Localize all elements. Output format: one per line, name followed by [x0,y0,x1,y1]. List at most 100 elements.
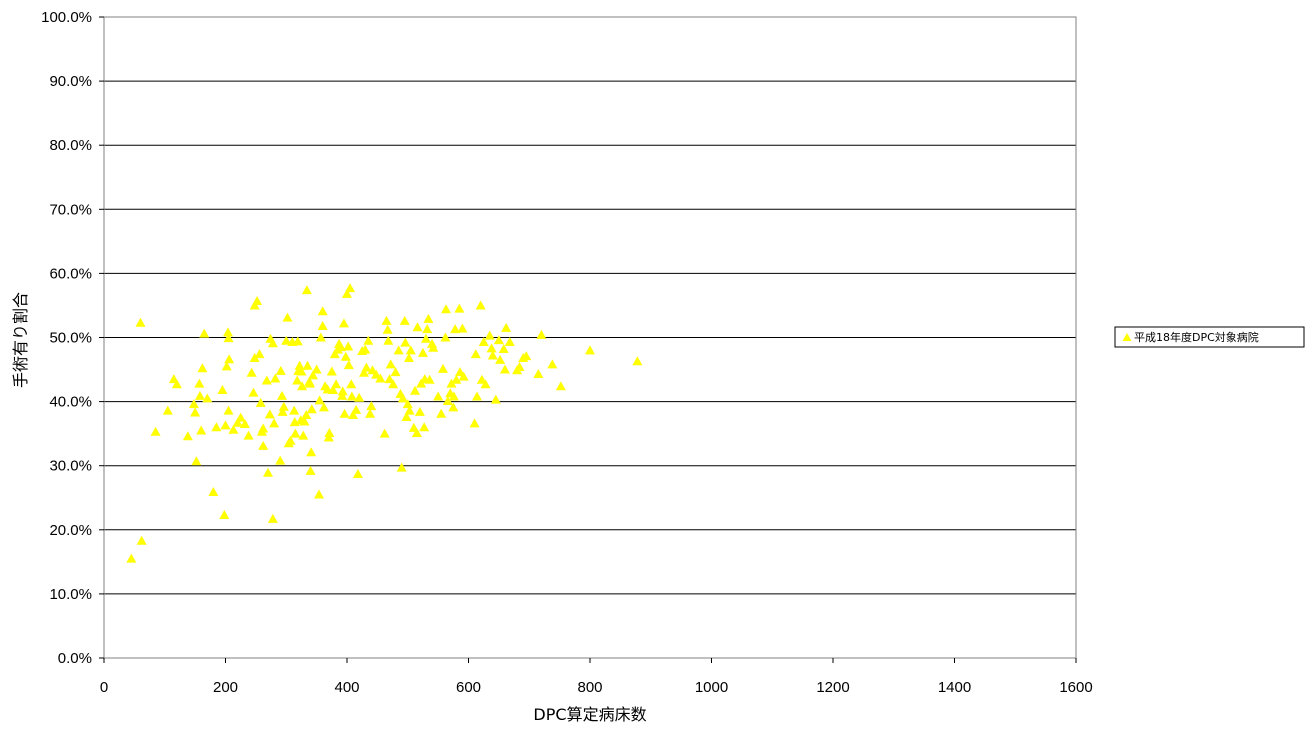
data-point [335,342,346,352]
y-tick-label: 70.0% [49,201,92,218]
x-tick-label: 0 [100,679,108,696]
data-point [382,324,393,334]
data-point [436,408,447,418]
y-tick-label: 40.0% [49,394,92,411]
data-point [278,401,289,411]
data-point [442,395,453,405]
data-point [401,411,412,421]
data-point [365,408,376,418]
data-point [446,378,457,388]
data-point [498,344,509,354]
data-point [196,425,207,435]
y-tick-label: 90.0% [49,73,92,90]
gridlines [104,80,1076,595]
x-axis-ticks: 0 200 400 600 800 1000 1200 1400 1600 [100,658,1093,696]
data-point [340,351,351,361]
y-tick-label: 20.0% [49,522,92,539]
data-point [385,359,396,369]
data-point [343,360,354,370]
x-tick-label: 200 [213,679,238,696]
data-point [339,408,350,418]
data-point [484,330,495,340]
data-point [324,428,335,438]
data-point [305,465,316,475]
data-point [475,300,486,310]
data-point [486,343,497,353]
data-point [306,404,317,414]
data-point [307,370,318,380]
data-point [224,354,235,364]
data-point [150,426,161,436]
data-point [457,323,468,333]
data-point [393,345,404,355]
data-point [397,393,408,403]
data-point [469,418,480,428]
legend-marker-triangle [1122,333,1132,341]
data-point [396,462,407,472]
data-point [381,315,392,325]
data-point [235,412,246,422]
data-point [328,385,339,395]
x-tick-label: 1600 [1059,679,1092,696]
data-point [222,327,233,337]
data-point [420,333,431,343]
data-point [249,353,260,363]
data-point [296,366,307,376]
data-point [269,418,280,428]
data-point [317,306,328,316]
data-point [402,399,413,409]
data-point [211,422,222,432]
data-point [126,553,137,563]
legend-label: 平成18年度DPC対象病院 [1134,330,1259,344]
data-point [390,367,401,377]
data-point [403,353,414,363]
data-point [267,338,278,348]
data-point [228,424,239,434]
y-tick-label: 10.0% [49,586,92,603]
data-point [388,379,399,389]
data-point [384,374,395,384]
data-point [275,455,286,465]
data-point [437,363,448,373]
data-point [423,313,434,323]
data-point [411,428,422,438]
data-point [342,288,352,298]
data-point [480,379,491,389]
data-point [188,399,199,409]
data-point [252,295,263,305]
data-point [501,322,512,332]
data-point [267,513,278,523]
data-point [326,366,337,376]
data-point [217,385,228,395]
data-points [126,283,643,563]
data-point [400,337,411,347]
data-point [292,375,303,385]
data-point [318,402,329,412]
data-point [424,374,435,384]
y-tick-label: 50.0% [49,330,92,347]
data-point [301,410,312,420]
data-point [414,406,425,416]
data-point [454,303,465,313]
data-point [232,417,243,427]
data-point [194,390,205,400]
data-point [487,350,498,360]
data-point [223,405,234,415]
data-point [337,386,348,396]
data-point [194,378,205,388]
y-tick-label: 60.0% [49,265,92,282]
data-point [404,405,415,415]
data-point [243,430,254,440]
data-point [285,435,296,445]
data-point [352,469,363,479]
data-point [297,381,308,391]
data-point [433,391,444,401]
data-point [254,349,265,359]
data-point [197,363,208,373]
data-point [258,423,269,433]
data-point [219,510,230,520]
y-tick-label: 80.0% [49,137,92,154]
data-point [495,354,506,364]
data-point [348,410,359,420]
data-point [314,395,325,405]
